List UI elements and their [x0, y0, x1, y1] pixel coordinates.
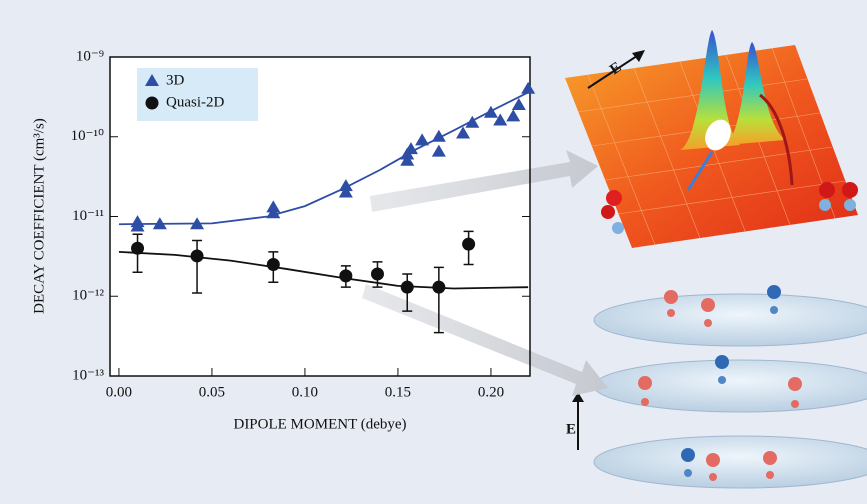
data-point [456, 126, 471, 139]
data-point [521, 81, 536, 94]
y-tick-label: 10⁻¹⁰ [71, 128, 104, 144]
field-label: E [566, 421, 576, 437]
legend-label: 3D [166, 72, 185, 88]
pointer-arrow [362, 284, 608, 396]
x-tick-label: 0.05 [199, 384, 225, 400]
data-point [266, 258, 280, 272]
data-point [131, 241, 145, 255]
data-point [506, 109, 521, 122]
data-point [370, 267, 384, 281]
illustration-bottom [572, 285, 867, 489]
y-tick-label: 10⁻⁹ [76, 48, 104, 64]
y-tick-label: 10⁻¹³ [72, 367, 104, 383]
pointer-arrow [370, 150, 598, 212]
x-tick-label: 0.20 [478, 384, 504, 400]
data-point [432, 280, 446, 294]
data-point [511, 98, 526, 111]
data-point [462, 237, 476, 251]
x-tick-label: 0.15 [385, 384, 411, 400]
legend-marker [145, 96, 159, 110]
data-point [400, 153, 415, 166]
data-point [339, 269, 353, 283]
data-point [130, 215, 145, 228]
data-point [190, 249, 204, 263]
data-point [338, 179, 353, 192]
y-tick-label: 10⁻¹¹ [72, 208, 104, 224]
y-tick-label: 10⁻¹² [72, 288, 104, 304]
x-tick-label: 0.10 [292, 384, 318, 400]
illustration-top [565, 30, 858, 248]
legend-label: Quasi-2D [166, 94, 224, 110]
data-point [403, 142, 418, 155]
data-point [493, 113, 508, 126]
x-axis-label: DIPOLE MOMENT (debye) [233, 416, 406, 432]
data-point [483, 105, 498, 118]
data-point [415, 133, 430, 146]
error-bar [433, 266, 444, 334]
x-tick-label: 0.00 [106, 384, 132, 400]
data-point [152, 217, 167, 230]
y-axis-label: DECAY COEFFICIENT (cm³/s) [31, 118, 47, 314]
data-point [266, 200, 281, 213]
legend-marker [145, 74, 159, 86]
legend [137, 68, 258, 121]
data-point [338, 185, 353, 198]
data-point [190, 217, 205, 230]
data-point [465, 115, 480, 128]
data-point [400, 280, 414, 294]
data-point [431, 129, 446, 142]
error-bar [192, 239, 203, 294]
data-point [431, 144, 446, 157]
